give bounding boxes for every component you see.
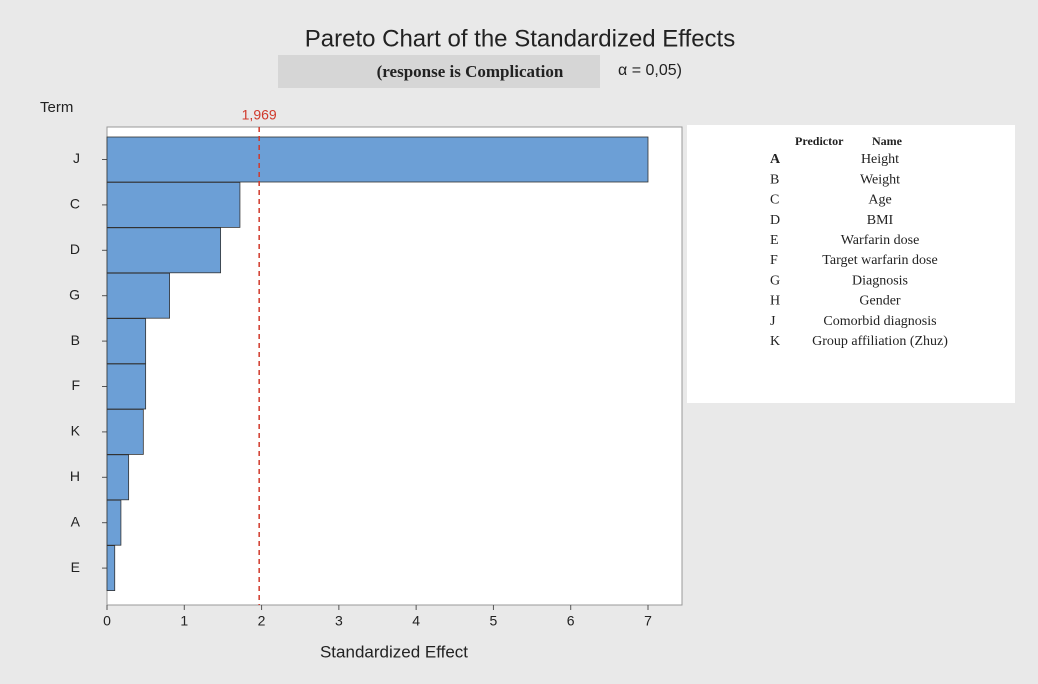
table-predictor: B bbox=[770, 172, 779, 187]
legend-table-box bbox=[687, 125, 1015, 403]
table-predictor: C bbox=[770, 193, 779, 208]
bar bbox=[106, 363, 147, 410]
chart-title: Pareto Chart of the Standardized Effects bbox=[305, 25, 735, 52]
table-name: Gender bbox=[859, 294, 901, 309]
table-name: BMI bbox=[867, 213, 894, 228]
table-header: Predictor bbox=[795, 134, 844, 148]
table-predictor: K bbox=[770, 334, 780, 349]
y-tick-label: E bbox=[71, 559, 80, 575]
table-predictor: J bbox=[770, 314, 776, 329]
table-name: Diagnosis bbox=[852, 273, 908, 288]
bar bbox=[106, 181, 241, 228]
x-tick-label: 7 bbox=[644, 613, 652, 629]
y-tick-label: A bbox=[71, 513, 81, 529]
y-axis-label: Term bbox=[40, 99, 73, 116]
y-tick-label: K bbox=[71, 423, 81, 439]
table-predictor: E bbox=[770, 233, 779, 248]
bar bbox=[106, 454, 130, 501]
table-name: Comorbid diagnosis bbox=[823, 314, 936, 329]
bar bbox=[106, 408, 144, 455]
bar bbox=[106, 499, 122, 546]
alpha: α = 0,05) bbox=[618, 62, 682, 79]
x-tick-label: 3 bbox=[335, 613, 343, 629]
bar bbox=[106, 318, 147, 365]
x-tick-label: 2 bbox=[258, 613, 266, 629]
bar bbox=[106, 545, 116, 591]
y-tick-label: C bbox=[70, 196, 80, 212]
subtitle: (response is Complication bbox=[377, 62, 564, 81]
x-tick-label: 5 bbox=[490, 613, 498, 629]
y-tick-label: J bbox=[73, 150, 80, 166]
table-name: Weight bbox=[860, 172, 900, 187]
y-tick-label: H bbox=[70, 468, 80, 484]
table-predictor: H bbox=[770, 294, 780, 309]
table-predictor: F bbox=[770, 253, 778, 268]
x-axis-label: Standardized Effect bbox=[320, 642, 468, 661]
table-name: Height bbox=[861, 152, 899, 167]
table-predictor: A bbox=[770, 152, 781, 167]
reference-label: 1,969 bbox=[242, 107, 277, 123]
bar bbox=[106, 227, 222, 274]
x-tick-label: 1 bbox=[180, 613, 188, 629]
y-tick-label: D bbox=[70, 241, 80, 257]
table-name: Age bbox=[868, 193, 891, 208]
y-tick-label: F bbox=[71, 377, 80, 393]
bar bbox=[106, 136, 649, 183]
table-name: Target warfarin dose bbox=[822, 253, 937, 268]
table-predictor: D bbox=[770, 213, 780, 228]
y-tick-label: G bbox=[69, 286, 80, 302]
y-tick-label: B bbox=[71, 332, 80, 348]
x-tick-label: 6 bbox=[567, 613, 575, 629]
subtitle-box bbox=[278, 55, 600, 88]
table-header: Name bbox=[872, 134, 903, 148]
x-tick-label: 4 bbox=[412, 613, 420, 629]
bar bbox=[106, 272, 171, 319]
table-name: Warfarin dose bbox=[841, 233, 920, 248]
table-name: Group affiliation (Zhuz) bbox=[812, 334, 948, 349]
table-predictor: G bbox=[770, 273, 780, 288]
x-tick-label: 0 bbox=[103, 613, 111, 629]
